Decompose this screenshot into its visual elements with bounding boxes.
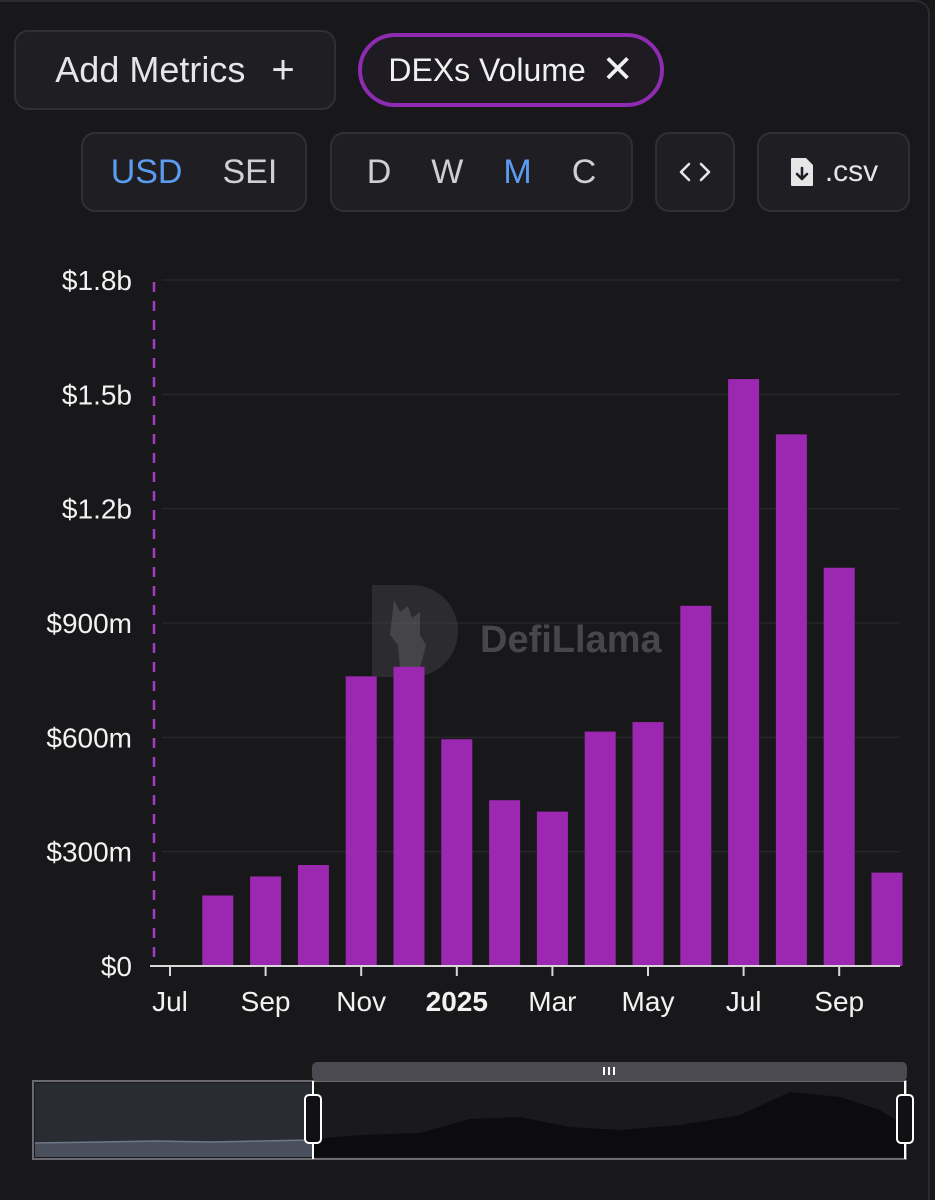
brush-handle-right[interactable]: [896, 1094, 914, 1144]
x-axis-ticks: Jul Sep Nov 2025 Mar May Jul Sep: [152, 966, 864, 1017]
currency-option-usd[interactable]: USD: [110, 152, 183, 191]
currency-toggle: USD SEI: [81, 132, 307, 212]
add-metrics-label: Add Metrics: [55, 49, 246, 90]
period-toggle: D W M C: [330, 132, 633, 212]
bar-2025-06[interactable]: [680, 605, 712, 966]
bar-2025-07[interactable]: [728, 379, 760, 966]
currency-option-sei[interactable]: SEI: [222, 152, 278, 191]
brush-preview-line: [34, 1139, 314, 1144]
y-tick-label: $300m: [46, 837, 132, 868]
grip-icon: [603, 1067, 615, 1075]
defillama-watermark: DefiLlama: [372, 585, 662, 677]
bar-2024-09[interactable]: [250, 876, 282, 966]
x-tick-label: May: [622, 986, 675, 1017]
x-tick-label: Nov: [336, 986, 386, 1017]
y-tick-label: $1.8b: [62, 265, 132, 296]
y-axis-ticks: $0 $300m $600m $900m $1.2b $1.5b $1.8b: [46, 265, 132, 982]
y-tick-label: $0: [101, 951, 132, 982]
metric-chip-label: DEXs Volume: [388, 51, 586, 88]
close-icon[interactable]: ✕: [601, 49, 634, 91]
bar-2025-04[interactable]: [584, 731, 616, 966]
x-tick-label: Sep: [814, 986, 864, 1017]
metric-chip-dexs-volume[interactable]: DEXs Volume ✕: [358, 33, 664, 107]
bar-2025-05[interactable]: [632, 722, 664, 966]
period-option-cumulative[interactable]: C: [571, 152, 597, 191]
bars: [202, 379, 903, 967]
dex-volume-bar-chart: DefiLlama $0 $300m $600m $900m $1.2b $1.5b $1.…: [46, 265, 903, 1017]
period-option-month[interactable]: M: [503, 152, 532, 191]
brush-preview-selected: [313, 1092, 904, 1157]
bar-2024-10[interactable]: [297, 865, 329, 966]
csv-download-button[interactable]: .csv: [757, 132, 910, 212]
x-tick-label: Jul: [726, 986, 762, 1017]
add-metrics-button[interactable]: Add Metrics +: [14, 30, 336, 110]
x-tick-label: Jul: [152, 986, 188, 1017]
csv-label: .csv: [824, 155, 879, 188]
x-tick-label: Mar: [528, 986, 576, 1017]
code-icon: [679, 162, 711, 182]
brush-handle-left[interactable]: [304, 1094, 322, 1144]
y-tick-label: $600m: [46, 722, 132, 753]
watermark-text: DefiLlama: [480, 619, 662, 661]
y-tick-label: $900m: [46, 608, 132, 639]
file-download-icon: [790, 158, 813, 186]
bar-2024-11[interactable]: [345, 676, 377, 966]
plus-icon: +: [271, 48, 295, 92]
range-brush[interactable]: [0, 1055, 935, 1170]
bar-2025-10[interactable]: [871, 872, 903, 966]
llama-icon: [390, 600, 426, 668]
bar-2025-01[interactable]: [441, 739, 473, 966]
y-tick-label: $1.2b: [62, 494, 132, 525]
bar-2025-09[interactable]: [823, 567, 855, 966]
bar-2025-03[interactable]: [536, 811, 568, 966]
bar-2024-08[interactable]: [202, 895, 234, 966]
period-option-week[interactable]: W: [431, 152, 464, 191]
bar-2025-08[interactable]: [775, 434, 807, 967]
x-tick-label: Sep: [241, 986, 291, 1017]
embed-button[interactable]: [655, 132, 735, 212]
x-tick-label: 2025: [426, 986, 488, 1017]
y-tick-label: $1.5b: [62, 379, 132, 410]
brush-preview-left: [35, 1140, 313, 1157]
period-option-day[interactable]: D: [366, 152, 392, 191]
bar-2025-02[interactable]: [489, 800, 521, 966]
bar-2024-12[interactable]: [393, 666, 425, 966]
